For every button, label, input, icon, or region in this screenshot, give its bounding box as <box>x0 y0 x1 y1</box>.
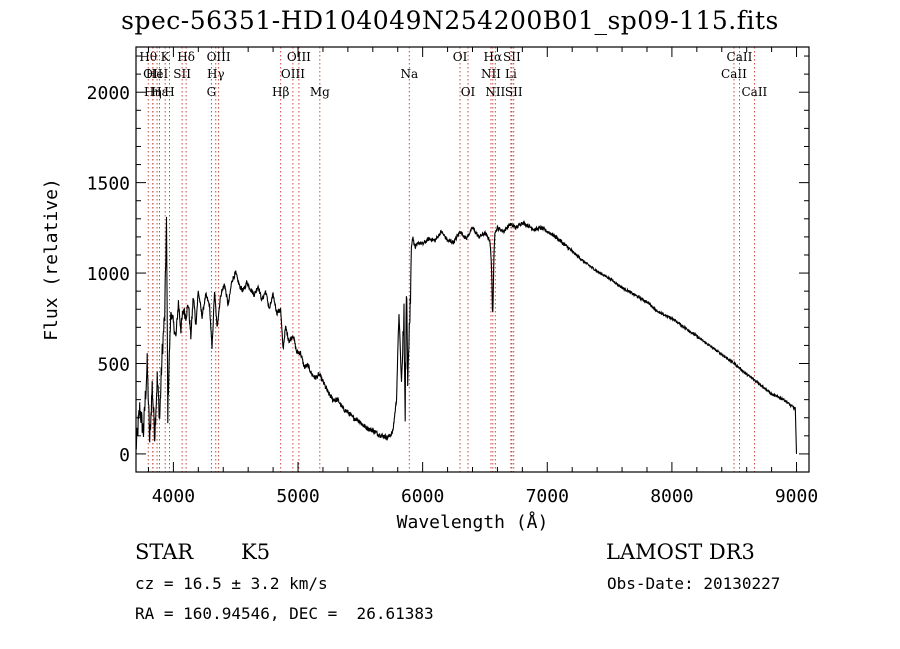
spectral-line-label: SII <box>505 85 523 99</box>
y-tick-label: 1500 <box>87 174 130 195</box>
spectral-line-label: Hδ <box>177 50 195 64</box>
spectral-line-label: NII <box>481 67 501 81</box>
spectral-line-label: HeI <box>146 67 169 81</box>
redshift-info: cz = 16.5 ± 3.2 km/s <box>135 574 328 593</box>
spectral-line-label: CaII <box>741 85 767 99</box>
spectral-line-label: Hγ <box>207 67 225 81</box>
y-tick-label: 0 <box>119 445 130 466</box>
subclass: K5 <box>241 540 271 564</box>
coordinates: RA = 160.94546, DEC = 26.61383 <box>135 604 434 623</box>
x-tick-label: 5000 <box>276 486 319 507</box>
survey-label: LAMOST DR3 <box>606 540 755 564</box>
x-axis-label: Wavelength (Å) <box>397 511 549 533</box>
spectral-line-label: Hβ <box>272 85 289 99</box>
spectral-line-label: G <box>207 85 217 99</box>
spectral-line-label: Mg <box>310 85 330 99</box>
x-tick-label: 4000 <box>152 486 195 507</box>
spectral-line-label: CaII <box>721 67 747 81</box>
spectral-line-label: NII <box>485 85 505 99</box>
spectral-line-label: Hθ <box>139 50 157 64</box>
spectral-line-label: OI <box>453 50 468 64</box>
y-tick-label: 500 <box>97 354 130 375</box>
chart-title: spec-56351-HD104049N254200B01_sp09-115.f… <box>121 6 779 35</box>
plot-frame <box>135 46 810 473</box>
axes: 4000 5000 6000 7000 8000 9000 0 500 1000 1500 2000 <box>87 47 818 507</box>
spectral-line-label: Hε <box>151 85 168 99</box>
spectral-line-label: OIII <box>287 50 311 64</box>
spectral-line-label: SII <box>173 67 191 81</box>
y-tick-label: 1000 <box>87 264 130 285</box>
spectral-line-label: Li <box>505 67 517 81</box>
spectral-line-label: H <box>164 85 174 99</box>
x-tick-label: 8000 <box>650 486 693 507</box>
x-tick-label: 9000 <box>775 486 818 507</box>
spectral-line-label: OI <box>461 85 476 99</box>
emission-line-markers: HθOIIHηHeIHεKHSIIHδGHγOIIIHβOIIIOIIIMgNa… <box>139 47 768 472</box>
spectral-line-label: OIII <box>207 50 231 64</box>
obs-date: Obs-Date: 20130227 <box>607 574 781 593</box>
spectral-line-label: CaII <box>727 50 753 64</box>
spectral-line-label: Na <box>400 67 418 81</box>
spectral-line-label: Hα <box>484 50 503 64</box>
x-tick-label: 7000 <box>526 486 569 507</box>
y-axis-label: Flux (relative) <box>41 178 62 341</box>
spectrum-line <box>135 216 798 454</box>
y-tick-label: 2000 <box>87 83 130 104</box>
spectral-line-label: OIII <box>281 67 305 81</box>
x-tick-label: 6000 <box>401 486 444 507</box>
spectral-line-label: OII <box>143 67 163 81</box>
spectral-line-label: SII <box>503 50 521 64</box>
object-class: STAR <box>135 540 194 564</box>
spectral-line-label: K <box>161 50 171 64</box>
